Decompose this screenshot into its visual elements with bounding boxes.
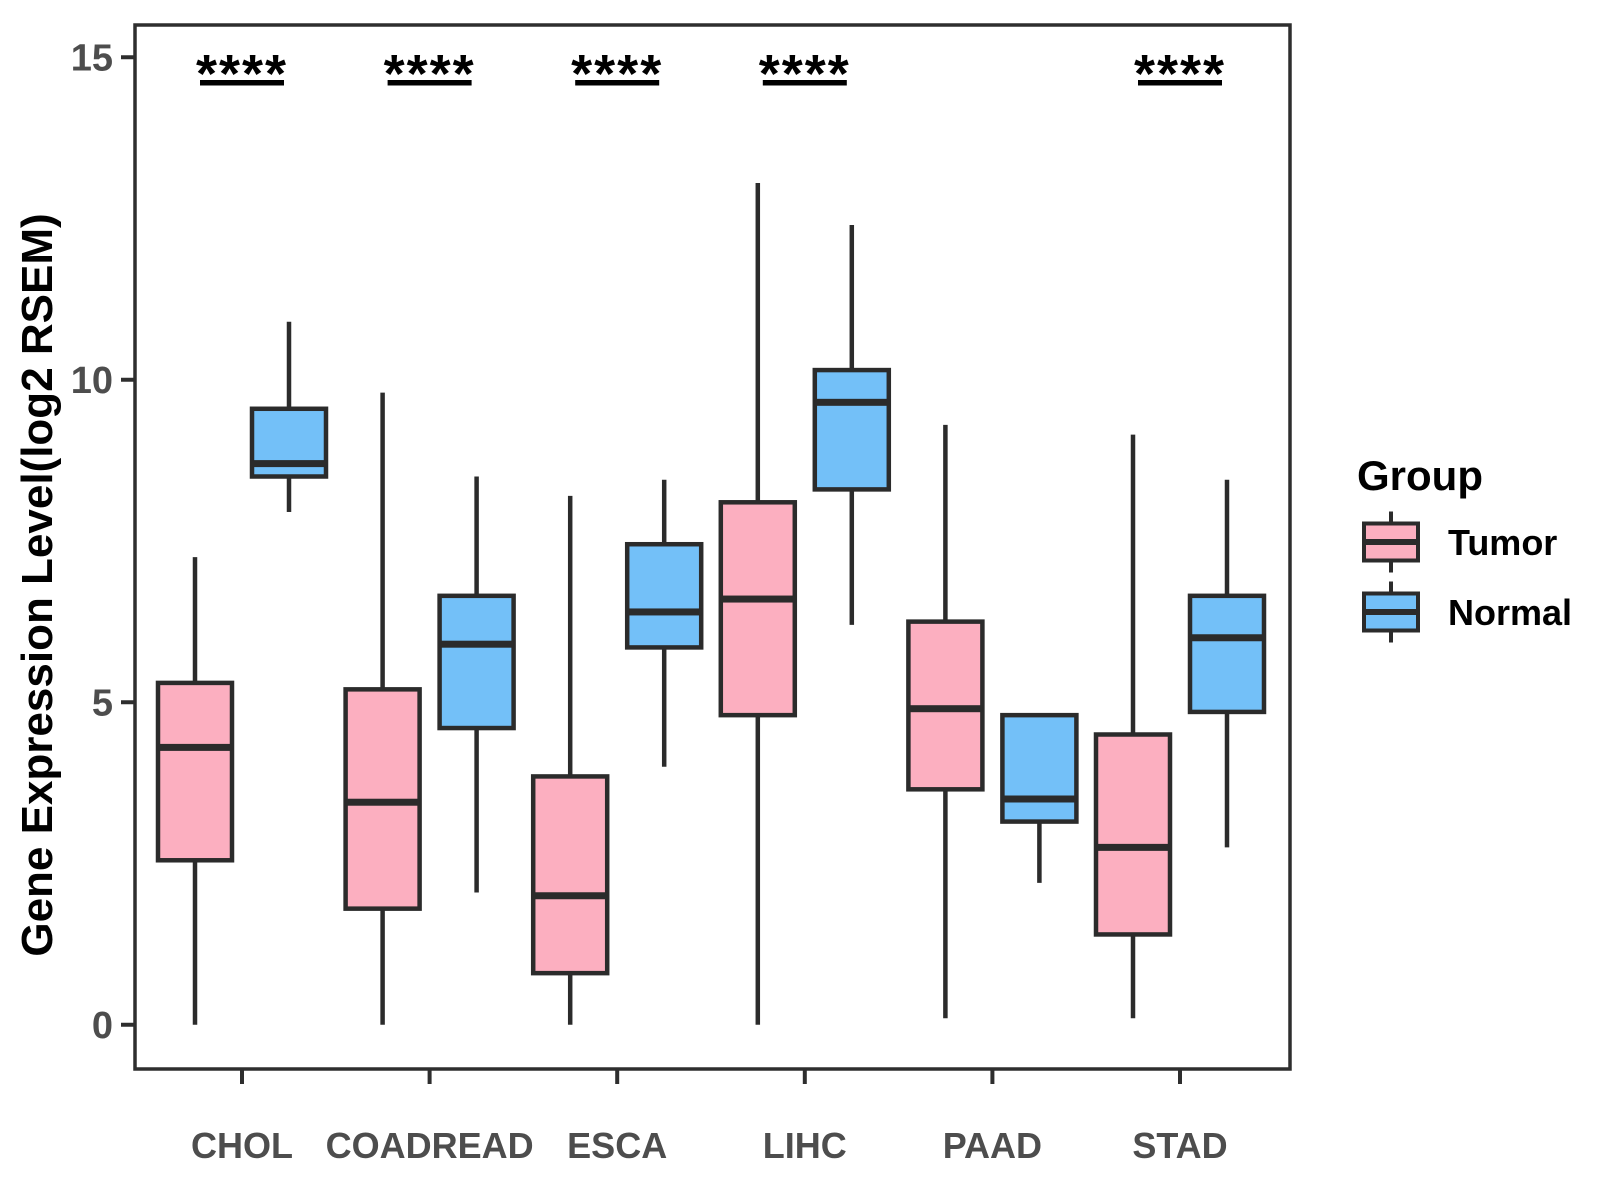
x-tick-label: COADREAD bbox=[326, 1125, 534, 1166]
x-tick-label: LIHC bbox=[763, 1125, 847, 1166]
y-axis-title: Gene Expression Level(log2 RSEM) bbox=[13, 213, 62, 956]
median-line bbox=[1002, 795, 1077, 803]
iqr-box bbox=[437, 593, 516, 731]
y-tick-label: 10 bbox=[71, 360, 113, 402]
box-normal-COADREAD bbox=[437, 476, 516, 893]
median-line bbox=[1190, 634, 1264, 642]
x-tick-label: ESCA bbox=[567, 1125, 667, 1166]
significance-stars: **** bbox=[1134, 44, 1226, 104]
significance-bar bbox=[575, 80, 660, 86]
x-tick-label: PAAD bbox=[943, 1125, 1042, 1166]
legend-item-label: Normal bbox=[1448, 592, 1572, 633]
box-tumor-LIHC bbox=[718, 183, 798, 1025]
box-normal-CHOL bbox=[249, 321, 329, 512]
iqr-box bbox=[1187, 593, 1267, 715]
median-line bbox=[439, 640, 514, 648]
iqr-box bbox=[812, 367, 892, 492]
legend-item-normal: Normal bbox=[1362, 581, 1572, 643]
median-line bbox=[252, 460, 326, 468]
significance-COADREAD: **** bbox=[384, 44, 476, 104]
box-tumor-PAAD bbox=[906, 424, 985, 1019]
significance-LIHC: **** bbox=[759, 44, 851, 104]
median-line bbox=[158, 743, 232, 751]
legend-item-label: Tumor bbox=[1448, 522, 1557, 563]
significance-bar bbox=[762, 80, 847, 86]
legend-title: Group bbox=[1357, 452, 1483, 499]
iqr-box bbox=[530, 774, 610, 976]
legend-key-median bbox=[1364, 609, 1418, 615]
box-tumor-STAD bbox=[1093, 434, 1173, 1019]
y-tick-label: 15 bbox=[71, 37, 113, 79]
median-line bbox=[814, 398, 889, 406]
significance-stars: **** bbox=[196, 44, 288, 104]
significance-bar bbox=[387, 80, 472, 86]
box-normal-LIHC bbox=[812, 224, 892, 625]
median-line bbox=[627, 608, 702, 616]
iqr-box bbox=[624, 541, 704, 650]
box-tumor-COADREAD bbox=[343, 392, 422, 1025]
panel-frame bbox=[133, 23, 1292, 1071]
significance-ESCA: **** bbox=[571, 44, 663, 104]
legend-key-median bbox=[1364, 539, 1418, 545]
box-normal-STAD bbox=[1187, 479, 1267, 848]
iqr-box bbox=[1000, 712, 1079, 824]
y-tick-label: 5 bbox=[92, 682, 113, 724]
significance-STAD: **** bbox=[1134, 44, 1226, 104]
x-tick-label: STAD bbox=[1132, 1125, 1227, 1166]
median-line bbox=[345, 798, 420, 806]
iqr-box bbox=[718, 500, 798, 718]
significance-stars: **** bbox=[571, 44, 663, 104]
significance-bar bbox=[1138, 80, 1222, 86]
significance-CHOL: **** bbox=[196, 44, 288, 104]
median-line bbox=[533, 892, 608, 900]
legend-item-tumor: Tumor bbox=[1362, 511, 1557, 573]
y-tick-label: 0 bbox=[92, 1005, 113, 1047]
box-tumor-CHOL bbox=[155, 557, 235, 1025]
significance-bar bbox=[200, 80, 284, 86]
plot-area: 0 5 10 15 CHOL COADREAD ESCA LIHC PAAD STAD **** **… bbox=[71, 23, 1292, 1166]
legend: Tumor Normal bbox=[1362, 511, 1572, 643]
iqr-box bbox=[1093, 732, 1173, 937]
box-normal-ESCA bbox=[624, 479, 704, 767]
median-line bbox=[1096, 843, 1170, 851]
box-normal-PAAD bbox=[1000, 712, 1079, 883]
x-tick-label: CHOL bbox=[191, 1125, 293, 1166]
median-line bbox=[720, 595, 795, 603]
iqr-box bbox=[155, 680, 235, 863]
significance-stars: **** bbox=[384, 44, 476, 104]
median-line bbox=[908, 705, 983, 713]
significance-stars: **** bbox=[759, 44, 851, 104]
box-tumor-ESCA bbox=[530, 495, 610, 1025]
